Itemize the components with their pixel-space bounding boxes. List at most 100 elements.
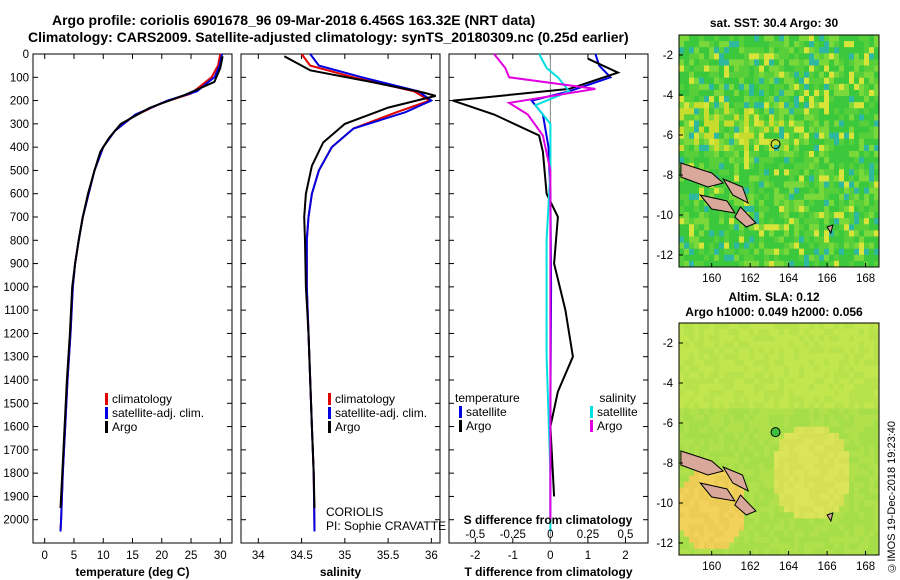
map-cell (759, 414, 765, 422)
map-cell (839, 481, 845, 489)
map-cell (844, 35, 850, 42)
map-cell (709, 420, 715, 428)
map-cell (734, 59, 740, 67)
map-cell (744, 169, 750, 176)
map-cell (714, 359, 720, 367)
map-cell (814, 371, 820, 379)
map-cell (814, 181, 820, 189)
map-cell (754, 341, 760, 348)
map-cell (834, 445, 840, 452)
map-cell (714, 445, 720, 452)
map-cell (744, 365, 750, 373)
map-cell (729, 59, 735, 67)
map-cell (869, 365, 875, 373)
map-cell (744, 83, 750, 91)
map-cell (719, 335, 725, 342)
map-cell (684, 518, 690, 525)
map-cell (849, 218, 855, 225)
map-cell (779, 157, 785, 164)
x-tick-label: -1 (508, 550, 518, 562)
map-cell (769, 218, 775, 225)
map-cell (809, 175, 815, 183)
map-cell (844, 181, 850, 189)
map-cell (709, 329, 715, 336)
map-cell (804, 151, 810, 158)
y-tick-label: 1600 (3, 422, 29, 434)
map-cell (799, 236, 805, 244)
map-cell (864, 493, 870, 501)
map-cell (749, 71, 755, 79)
map-cell (679, 260, 685, 268)
map-cell (744, 371, 750, 379)
map-cell (854, 212, 860, 219)
map-cell (859, 199, 865, 207)
map-cell (744, 524, 750, 532)
map-cell (704, 323, 710, 330)
map-cell (769, 175, 775, 183)
map-cell (789, 114, 795, 121)
map-cell (759, 341, 765, 348)
map-cell (684, 96, 690, 103)
map-cell (704, 96, 710, 103)
map-cell (869, 236, 875, 244)
map-cell (844, 260, 850, 268)
map-cell (784, 432, 790, 440)
map-cell (739, 132, 745, 140)
map-cell (709, 512, 715, 519)
map-cell (869, 353, 875, 361)
map-cell (804, 187, 810, 195)
map-cell (684, 83, 690, 91)
top-x-axis-label: S difference from climatology (464, 513, 633, 527)
map-cell (829, 390, 835, 397)
map-cell (834, 548, 840, 556)
map-cell (744, 248, 750, 256)
map-cell (839, 377, 845, 385)
map-cell (769, 89, 775, 97)
map-cell (849, 181, 855, 189)
map-cell (849, 390, 855, 397)
map-cell (869, 102, 875, 109)
map-cell (834, 120, 840, 128)
map-cell (699, 548, 705, 556)
map-cell (849, 512, 855, 519)
map-cell (699, 512, 705, 519)
map-cell (874, 329, 880, 336)
map-cell (824, 518, 830, 525)
map-cell (729, 451, 735, 458)
map-cell (714, 114, 720, 121)
map-cell (729, 530, 735, 538)
map-cell (854, 341, 860, 348)
map-cell (779, 77, 785, 85)
map-cell (739, 224, 745, 231)
map-cell (729, 89, 735, 97)
map-cell (804, 114, 810, 121)
legend-swatch (459, 420, 462, 432)
map-cell (859, 487, 865, 495)
map-cell (694, 224, 700, 231)
map-cell (849, 132, 855, 140)
map-cell (874, 469, 880, 477)
map-cell (824, 108, 830, 115)
map-cell (774, 439, 780, 446)
map-cell (754, 377, 760, 385)
map-cell (844, 548, 850, 556)
map-cell (729, 77, 735, 85)
map-cell (744, 530, 750, 538)
map-cell (859, 138, 865, 146)
map-cell (699, 530, 705, 538)
map-cell (794, 402, 800, 409)
map-cell (764, 260, 770, 268)
map-cell (754, 65, 760, 73)
map-cell (824, 193, 830, 201)
map-cell (869, 120, 875, 128)
map-cell (764, 475, 770, 483)
map-cell (724, 463, 730, 471)
map-cell (779, 341, 785, 348)
map-cell (814, 536, 820, 544)
map-cell (774, 260, 780, 268)
map-cell (859, 260, 865, 268)
map-cell (819, 426, 825, 434)
map-cell (694, 218, 700, 225)
map-cell (714, 71, 720, 79)
map-cell (849, 408, 855, 416)
